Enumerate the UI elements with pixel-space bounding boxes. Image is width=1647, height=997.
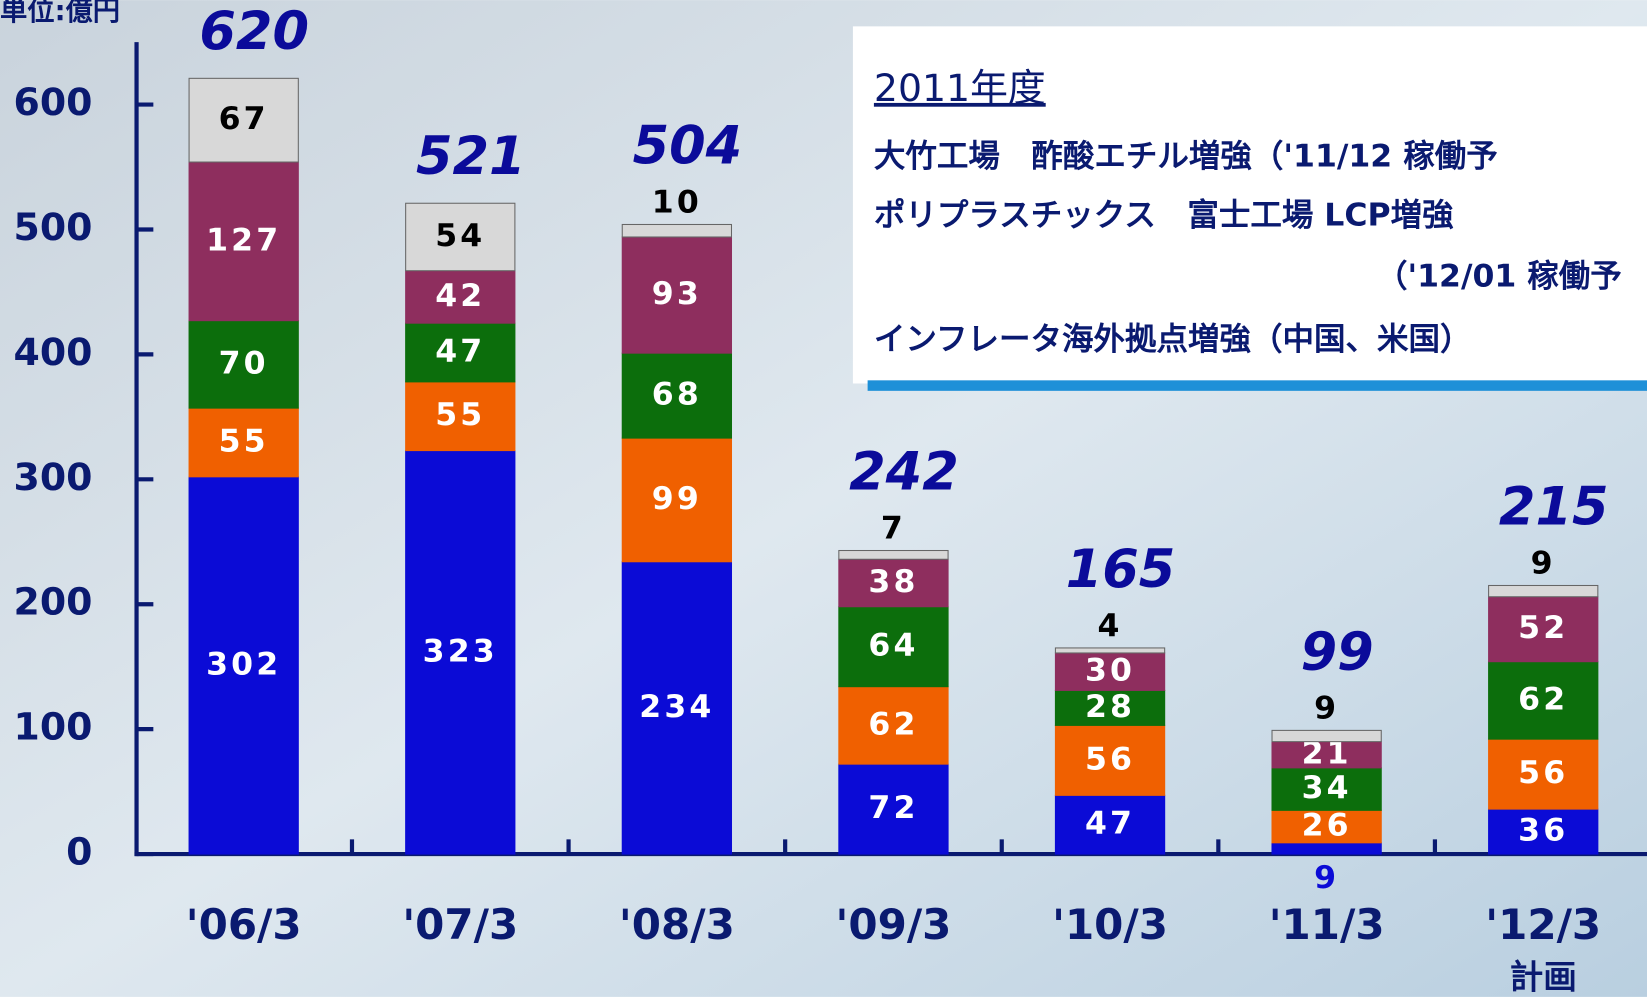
textbox-title: 2011年度 — [874, 66, 1046, 110]
bar-segment — [1054, 647, 1166, 654]
value-label: 127 — [206, 222, 281, 258]
x-tick-label: '07/3 — [402, 900, 518, 949]
bar-segment — [621, 223, 733, 238]
value-label: 64 — [868, 628, 918, 664]
value-label: 9 — [1314, 860, 1339, 896]
y-tick-label: 400 — [14, 330, 93, 374]
total-label: 99 — [1301, 621, 1374, 682]
value-label: 30 — [1085, 653, 1135, 689]
bar-segment — [405, 270, 516, 324]
total-label: 504 — [633, 115, 743, 176]
bar-segment — [1054, 652, 1166, 691]
bar-segment — [838, 558, 949, 608]
value-label: 62 — [868, 706, 918, 742]
bar-segment — [1488, 661, 1599, 740]
bar-segment — [838, 549, 949, 560]
bar-segment — [1054, 794, 1166, 855]
value-label: 54 — [435, 218, 485, 254]
textbox-stripe — [867, 380, 1647, 391]
value-label: 93 — [652, 276, 702, 312]
bar-segment — [1054, 724, 1166, 796]
value-label: 62 — [1518, 681, 1568, 717]
value-label: 56 — [1085, 741, 1135, 777]
bar-segment — [621, 352, 733, 439]
y-tick-label: 200 — [14, 580, 93, 624]
total-label: 242 — [849, 442, 959, 503]
value-label: 56 — [1518, 755, 1568, 791]
value-label: 234 — [639, 689, 714, 725]
value-label: 47 — [1085, 806, 1135, 842]
value-label: 302 — [206, 646, 281, 682]
bar-segment — [188, 407, 299, 478]
x-tick-label: '08/3 — [619, 900, 735, 949]
value-label: 36 — [1518, 813, 1568, 849]
value-label: 38 — [868, 564, 918, 600]
textbox — [852, 26, 1647, 384]
y-tick-label: 600 — [14, 80, 93, 124]
value-label: 47 — [435, 334, 485, 370]
bar-segment — [405, 322, 516, 383]
bar-segment — [838, 686, 949, 765]
bar-segment — [188, 476, 299, 855]
bar-segment — [838, 606, 949, 688]
textbox-line: （'12/01 稼働予 — [1376, 258, 1622, 294]
bar-segment — [405, 450, 516, 855]
bar-segment — [621, 437, 733, 563]
y-tick-label: 0 — [66, 830, 92, 874]
value-label: 72 — [868, 790, 918, 826]
y-tick-label: 300 — [14, 455, 93, 499]
value-label: 7 — [881, 511, 906, 547]
bar-segment — [838, 763, 949, 855]
bar-segment — [621, 236, 733, 354]
bar-segment — [1488, 596, 1599, 663]
value-label: 68 — [652, 377, 702, 413]
annotation: 計画 — [1510, 958, 1577, 997]
x-tick-label: '12/3 — [1485, 900, 1601, 949]
bar-segment — [1271, 729, 1382, 743]
value-label: 42 — [435, 278, 485, 314]
bar-segment — [1488, 738, 1599, 810]
value-label: 55 — [435, 397, 485, 433]
value-label: 26 — [1302, 808, 1352, 844]
bar-segment — [1271, 741, 1382, 769]
value-label: 323 — [423, 633, 498, 669]
x-tick-label: '11/3 — [1269, 900, 1385, 949]
bar-segment — [188, 161, 299, 322]
textbox-line: 大竹工場 酢酸エチル増強（'11/12 稼働予 — [874, 139, 1498, 175]
x-tick-label: '09/3 — [836, 900, 952, 949]
bar-segment — [621, 561, 733, 855]
value-label: 34 — [1302, 770, 1352, 806]
total-label: 521 — [416, 126, 526, 187]
value-label: 4 — [1098, 608, 1123, 644]
y-tick-label: 100 — [14, 705, 93, 749]
textbox-line: インフレータ海外拠点増強（中国、米国） — [874, 321, 1472, 357]
value-label: 9 — [1314, 690, 1339, 726]
unit-label: 単位:億円 — [0, 0, 120, 27]
value-label: 55 — [219, 423, 269, 459]
textbox-line: ポリプラスチックス 富士工場 LCP増強 — [874, 197, 1454, 233]
x-tick-label: '06/3 — [186, 900, 302, 949]
value-label: 99 — [652, 481, 702, 517]
value-label: 10 — [652, 184, 702, 220]
value-label: 52 — [1518, 610, 1568, 646]
total-label: 215 — [1499, 477, 1609, 538]
y-tick-label: 500 — [14, 205, 93, 249]
bar-segment — [188, 77, 299, 163]
x-tick-label: '10/3 — [1052, 900, 1168, 949]
value-label: 70 — [219, 345, 269, 381]
value-label: 67 — [219, 101, 269, 137]
total-label: 165 — [1066, 539, 1176, 600]
bar-segment — [1488, 584, 1599, 598]
value-label: 28 — [1085, 689, 1135, 725]
total-label: 620 — [199, 1, 309, 62]
value-label: 9 — [1531, 545, 1556, 581]
bar-segment — [1271, 842, 1382, 855]
bar-segment — [405, 202, 516, 272]
bar-segment — [188, 320, 299, 409]
bar-segment — [1488, 808, 1599, 855]
